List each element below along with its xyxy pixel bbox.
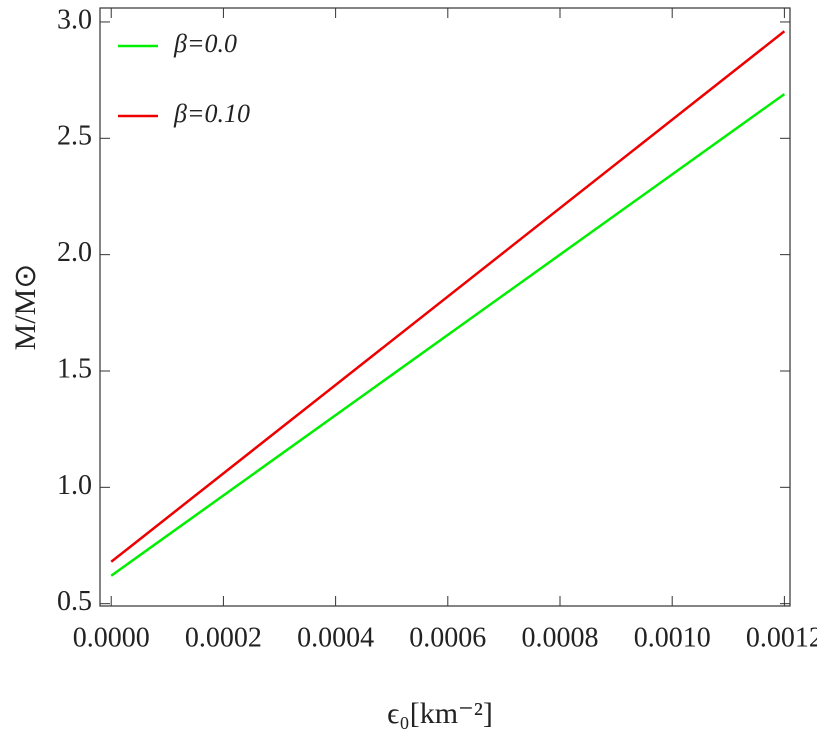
x-tick-label: 0.0004 <box>297 622 374 653</box>
x-tick-label: 0.0010 <box>634 622 711 653</box>
y-tick-label: 2.5 <box>57 121 92 152</box>
y-tick-label: 2.0 <box>57 237 92 268</box>
legend-label: β=0.10 <box>173 99 250 128</box>
series-line <box>110 93 786 577</box>
y-tick-label: 1.0 <box>57 470 92 501</box>
y-axis-label: M/M⊙ <box>9 264 42 351</box>
x-tick-label: 0.0012 <box>746 622 817 653</box>
x-tick-label: 0.0006 <box>409 622 486 653</box>
y-tick-label: 0.5 <box>57 586 92 617</box>
y-tick-label: 1.5 <box>57 353 92 384</box>
plot-frame <box>99 7 791 607</box>
x-axis-label: ϵ₀[km⁻²] <box>387 697 493 730</box>
x-tick-label: 0.0000 <box>73 622 150 653</box>
y-tick-label: 3.0 <box>57 4 92 35</box>
x-tick-label: 0.0002 <box>185 622 262 653</box>
legend-label: β=0.0 <box>173 29 237 58</box>
x-tick-label: 0.0008 <box>522 622 599 653</box>
series-line <box>110 30 786 563</box>
